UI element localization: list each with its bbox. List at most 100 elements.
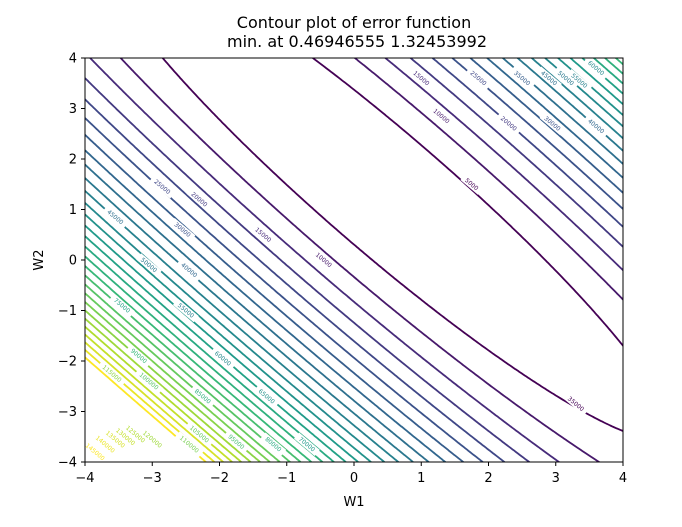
- contour-label-gap: [223, 430, 250, 454]
- contour-level-55000: [85, 58, 623, 462]
- contour-label-gap: [495, 111, 522, 136]
- contour-label-gap: [562, 392, 589, 416]
- contour-label-gap: [184, 421, 214, 448]
- contour-label-gap: [125, 344, 152, 368]
- contour-label-gap: [172, 298, 199, 323]
- y-tick-label: −2: [58, 355, 77, 370]
- contour-label-gap: [408, 66, 435, 90]
- contour-level-60000: [85, 58, 623, 462]
- y-tick-label: 3: [69, 102, 77, 117]
- contour-label-gap: [135, 253, 162, 277]
- contour-lines: [85, 58, 623, 462]
- contour-label-gap: [250, 223, 277, 247]
- x-axis-ticks: −4 −3 −2 −1 0 1 2 3 4: [75, 462, 627, 486]
- contour-level-105000: [85, 292, 281, 462]
- x-axis-label: W1: [343, 495, 364, 510]
- contour-level-110000: [85, 301, 271, 462]
- contour-label: 25000: [465, 66, 492, 90]
- contour-label-gap: [80, 438, 110, 465]
- contour-label-gap: [174, 431, 204, 458]
- contour-label-gap: [465, 66, 492, 90]
- x-tick-label: −2: [210, 471, 229, 486]
- x-tick-label: 0: [350, 471, 358, 486]
- contour-label: 40000: [176, 258, 203, 282]
- chart-title: Contour plot of error function: [237, 13, 471, 32]
- contour-level-95000: [85, 274, 302, 462]
- contour-label-gap: [566, 68, 593, 93]
- contour-label-text: 25000: [469, 70, 488, 88]
- x-tick-label: 4: [619, 471, 627, 486]
- x-tick-label: 2: [484, 471, 492, 486]
- contour-level-20000: [85, 58, 623, 462]
- contour-label-gap: [97, 360, 127, 387]
- x-tick-label: −3: [143, 471, 162, 486]
- contour-label-gap: [149, 175, 176, 199]
- contour-level-25000: [85, 58, 623, 462]
- contour-label-gap: [189, 384, 216, 409]
- contour-label-gap: [428, 104, 455, 128]
- contour-label-gap: [109, 293, 135, 318]
- y-tick-label: 4: [69, 52, 77, 67]
- contour-level-35000: [85, 58, 623, 462]
- contour-level-10000: [119, 58, 623, 462]
- contour-label: 5000: [460, 173, 484, 195]
- contour-label-gap: [110, 423, 140, 450]
- contour-label-gap: [176, 258, 203, 282]
- y-tick-label: 0: [69, 254, 77, 269]
- contour-label-gap: [209, 346, 236, 371]
- contour-level-135000: [85, 341, 225, 462]
- contour-label: 15000: [250, 223, 277, 247]
- contour-label-text: 10000: [314, 252, 333, 270]
- contour-label-gap: [509, 66, 536, 90]
- contour-label: 15000: [408, 66, 435, 90]
- contour-label-text: 35000: [512, 70, 531, 88]
- y-tick-label: −3: [58, 405, 77, 420]
- x-tick-label: −4: [75, 471, 94, 486]
- contour-label-text: 85000: [193, 388, 212, 406]
- contour-label: 25000: [149, 175, 176, 199]
- contour-label-gap: [186, 187, 213, 212]
- contour-label: 35000: [562, 392, 589, 416]
- contour-label: 30000: [169, 217, 196, 242]
- x-tick-label: 1: [417, 471, 425, 486]
- contour-level-85000: [85, 58, 623, 462]
- contour-level-75000: [85, 58, 623, 462]
- contour-label-gap: [134, 368, 164, 395]
- contour-level-5000: [161, 58, 623, 432]
- y-axis-ticks: −4 −3 −2 −1 0 1 2 3 4: [58, 52, 85, 471]
- contour-label-gap: [583, 114, 610, 138]
- y-tick-label: −4: [58, 456, 77, 471]
- contour-label-gap: [137, 426, 167, 453]
- contour-level-50000: [85, 58, 623, 462]
- contour-level-15000: [89, 58, 623, 462]
- contour-label-gap: [310, 248, 337, 272]
- contour-label-gap: [169, 217, 196, 242]
- x-tick-label: 3: [552, 471, 560, 486]
- contour-level-40000: [85, 58, 623, 462]
- contour-label-gap: [102, 205, 129, 229]
- contour-label-text: 25000: [152, 178, 171, 196]
- y-tick-label: 2: [69, 153, 77, 168]
- contour-label-gap: [253, 384, 280, 409]
- contour-level-65000: [85, 58, 623, 462]
- y-tick-label: −1: [58, 304, 77, 319]
- contour-label-gap: [536, 66, 562, 90]
- contour-label: 45000: [102, 205, 129, 229]
- contour-label-text: 110000: [178, 435, 200, 455]
- contour-label-gap: [120, 421, 150, 448]
- y-tick-label: 1: [69, 203, 77, 218]
- y-axis-label: W2: [32, 249, 47, 270]
- contour-label-gap: [552, 66, 579, 90]
- contour-level-125000: [85, 325, 243, 462]
- contour-label: 40000: [583, 114, 610, 138]
- contour-label-gap: [90, 431, 120, 458]
- contour-level-90000: [85, 58, 623, 462]
- contour-label-gap: [293, 432, 320, 457]
- contour-label-gap: [260, 432, 287, 457]
- contour-label: 80000: [260, 432, 287, 457]
- contour-label: 10000: [428, 104, 455, 128]
- contour-level-120000: [85, 317, 252, 462]
- contour-level-30000: [85, 58, 623, 462]
- contour-label-text: 20000: [499, 115, 518, 133]
